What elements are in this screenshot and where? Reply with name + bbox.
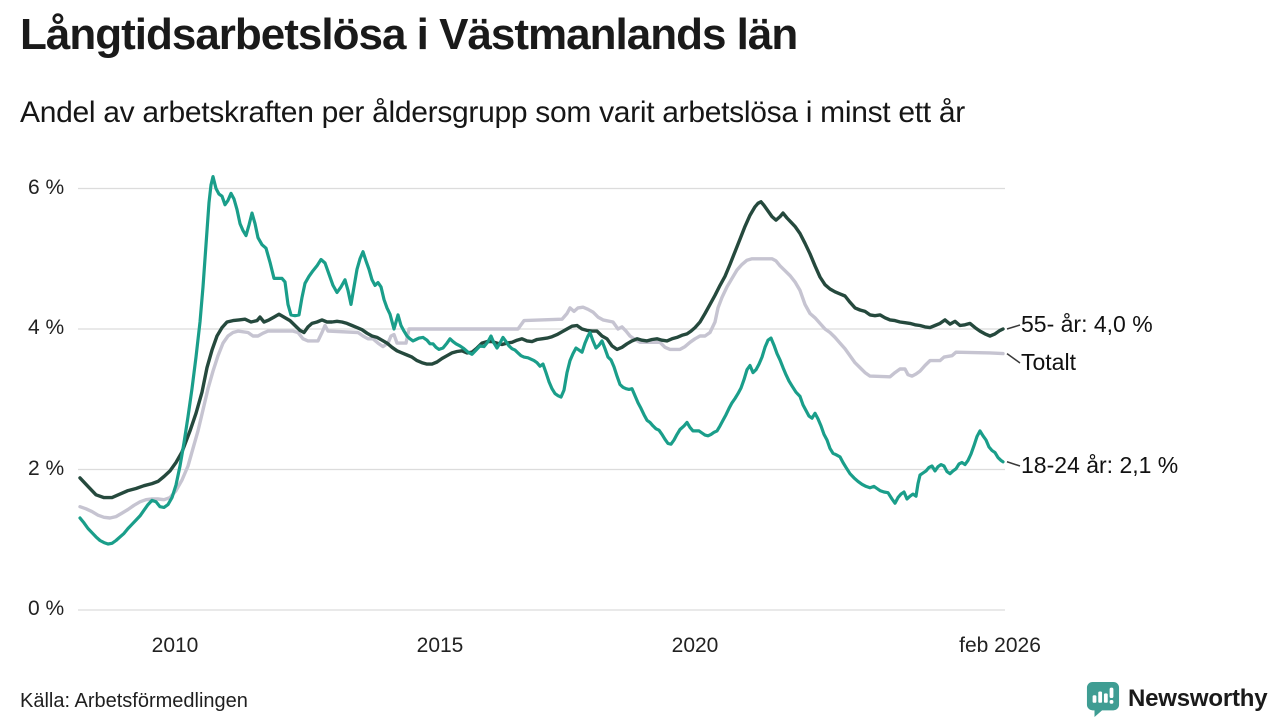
x-tick-label: 2015 <box>416 634 464 657</box>
series-label-18-24: 18-24 år: 2,1 % <box>1021 452 1179 478</box>
bar-chart-speech-bubble-icon <box>1086 681 1120 717</box>
series-label-55-plus: 55- år: 4,0 % <box>1021 311 1153 337</box>
leader-line <box>1006 352 1021 364</box>
x-tick-label: feb 2026 <box>959 634 1041 657</box>
y-tick-label: 4 % <box>28 316 65 339</box>
x-tick-label: 2020 <box>671 634 719 657</box>
x-tick-label: 2010 <box>151 634 199 657</box>
newsworthy-logo: Newsworthy <box>1086 681 1268 717</box>
leader-line <box>1006 324 1021 330</box>
page-subtitle: Andel av arbetskraften per åldersgrupp s… <box>20 96 965 129</box>
page-title: Långtidsarbetslösa i Västmanlands län <box>20 10 798 59</box>
y-tick-label: 2 % <box>28 456 65 480</box>
series-line-55-r <box>78 200 1005 500</box>
y-tick-label: 6 % <box>28 175 65 199</box>
source-note: Källa: Arbetsförmedlingen <box>20 690 248 712</box>
leader-line <box>1006 461 1021 467</box>
series-label-totalt: Totalt <box>1021 349 1076 375</box>
y-tick-label: 0 % <box>28 597 65 620</box>
series-line-Totalt <box>78 257 1005 520</box>
brand-name: Newsworthy <box>1128 685 1268 712</box>
series-line-18-24-r <box>78 175 1005 546</box>
